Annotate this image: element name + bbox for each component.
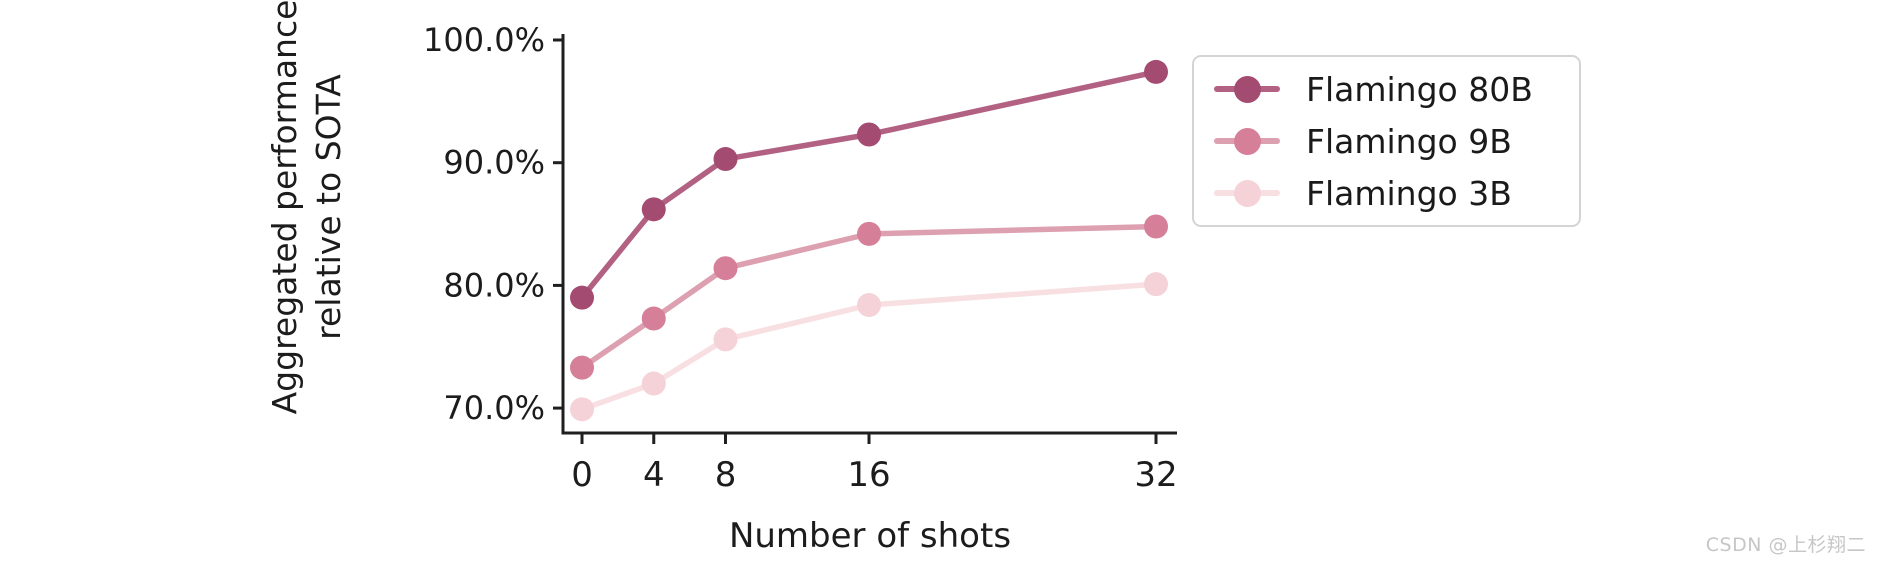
x-tick-label: 16 <box>847 455 890 495</box>
data-point-flamingo-9b <box>570 355 595 380</box>
x-tick-label: 4 <box>643 455 665 495</box>
data-point-flamingo-80b <box>713 147 738 172</box>
legend-marker-icon <box>1214 75 1280 103</box>
x-tick-label: 0 <box>571 455 593 495</box>
legend-label: Flamingo 3B <box>1306 173 1512 213</box>
data-point-flamingo-80b <box>641 197 666 222</box>
y-tick-label: 90.0% <box>443 144 545 182</box>
data-point-flamingo-9b <box>1144 214 1169 239</box>
x-tick-label: 8 <box>715 455 737 495</box>
data-point-flamingo-3b <box>1144 272 1169 297</box>
legend-marker-icon <box>1214 179 1280 207</box>
legend-item-flamingo-9b: Flamingo 9B <box>1194 117 1579 165</box>
legend-item-flamingo-3b: Flamingo 3B <box>1194 169 1579 217</box>
data-point-flamingo-80b <box>857 122 882 147</box>
data-point-flamingo-9b <box>713 256 738 281</box>
y-tick-label: 70.0% <box>443 389 545 427</box>
legend-label: Flamingo 9B <box>1306 121 1512 161</box>
data-point-flamingo-3b <box>570 397 595 422</box>
data-point-flamingo-3b <box>857 293 882 318</box>
x-axis-label: Number of shots <box>728 516 1012 556</box>
data-point-flamingo-80b <box>570 285 595 310</box>
data-point-flamingo-3b <box>641 371 666 396</box>
y-tick-label: 80.0% <box>443 266 545 304</box>
legend-marker-icon <box>1214 127 1280 155</box>
data-point-flamingo-3b <box>713 327 738 352</box>
y-tick-label: 100.0% <box>423 21 545 59</box>
legend-item-flamingo-80b: Flamingo 80B <box>1194 65 1579 113</box>
watermark: CSDN @上杉翔二 <box>1705 534 1866 556</box>
data-point-flamingo-80b <box>1144 59 1169 84</box>
legend-label: Flamingo 80B <box>1306 69 1533 109</box>
legend: Flamingo 80B Flamingo 9B Flamingo 3B <box>1192 55 1581 227</box>
plot-line-flamingo-80b <box>579 69 1159 301</box>
x-tick-label: 32 <box>1134 455 1177 495</box>
data-point-flamingo-9b <box>641 306 666 331</box>
data-point-flamingo-9b <box>857 221 882 246</box>
